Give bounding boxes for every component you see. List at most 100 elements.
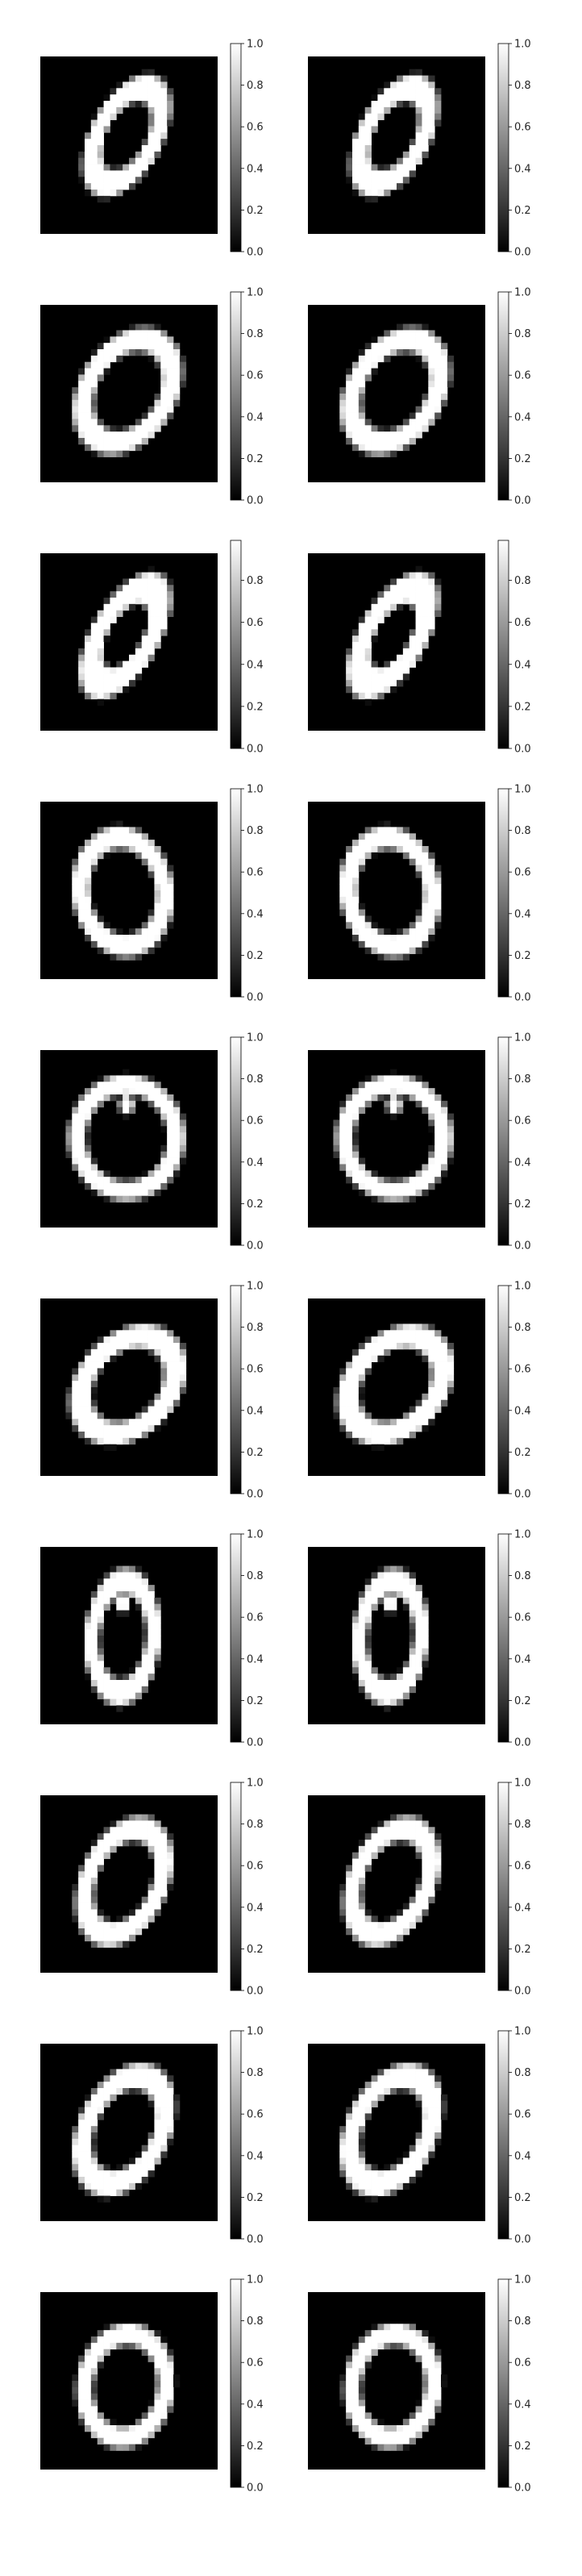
pixel-cell	[390, 1113, 397, 1120]
pixel-cell	[402, 648, 410, 656]
pixel-cell	[358, 444, 366, 452]
pixel-cell	[371, 2075, 378, 2082]
pixel-cell	[103, 438, 110, 445]
colorbar: 0.00.20.40.60.8	[497, 540, 531, 756]
pixel-cell	[352, 1399, 360, 1407]
pixel-cell	[154, 2361, 161, 2369]
pixel-cell	[371, 2324, 378, 2331]
pixel-cell	[85, 654, 92, 661]
pixel-cell	[402, 1094, 410, 1102]
pixel-cell	[384, 1348, 391, 1357]
pixel-cell	[364, 2082, 372, 2089]
pixel-cell	[364, 1636, 372, 1643]
pixel-cell	[409, 336, 416, 344]
pixel-cell	[116, 2177, 123, 2184]
pixel-cell	[78, 1381, 85, 1388]
pixel-cell	[358, 2425, 366, 2432]
pixel-cell	[85, 2138, 92, 2146]
pixel-cell	[415, 1082, 422, 1089]
pixel-cell	[422, 2088, 429, 2095]
pixel-cell	[352, 374, 360, 381]
pixel-cell	[352, 1157, 360, 1165]
pixel-cell	[110, 2425, 117, 2432]
pixel-cell	[103, 661, 110, 668]
pixel-cell	[90, 680, 98, 687]
pixel-cell	[434, 2381, 442, 2388]
pixel-cell	[148, 1903, 155, 1910]
pixel-cell	[179, 1132, 187, 1140]
pixel-cell	[371, 935, 378, 942]
pixel-cell	[154, 132, 161, 140]
colorbar-tick-label: 0.0	[247, 1986, 264, 1998]
pixel-cell	[167, 585, 174, 592]
pixel-cell	[346, 877, 353, 885]
pixel-cell	[97, 113, 104, 120]
pixel-cell	[409, 323, 416, 331]
pixel-cell	[72, 2399, 79, 2407]
pixel-cell	[428, 2113, 435, 2120]
pixel-cell	[103, 1195, 110, 1203]
pixel-cell	[110, 336, 117, 344]
pixel-cell	[110, 692, 117, 700]
pixel-cell	[441, 399, 448, 407]
pixel-cell	[409, 170, 416, 177]
pixel-cell	[422, 1629, 429, 1636]
pixel-cell	[397, 2182, 404, 2190]
pixel-cell	[148, 343, 155, 350]
pixel-cell	[422, 355, 429, 363]
pixel-cell	[352, 648, 360, 656]
pixel-cell	[364, 1852, 372, 1859]
pixel-cell	[377, 450, 385, 457]
pixel-cell	[160, 591, 168, 598]
pixel-cell	[434, 394, 442, 401]
pixel-cell	[160, 1858, 168, 1865]
pixel-cell	[160, 2107, 168, 2114]
pixel-cell	[346, 1419, 353, 1426]
pixel-cell	[377, 1330, 385, 1337]
pixel-cell	[167, 1884, 174, 1891]
pixel-cell	[384, 2189, 391, 2196]
pixel-cell	[78, 2107, 85, 2114]
pixel-cell	[409, 629, 416, 636]
pixel-cell	[409, 935, 416, 942]
pixel-cell	[110, 1674, 117, 1681]
pixel-cell	[384, 1591, 391, 1599]
pixel-cell	[103, 1444, 110, 1451]
pixel-cell	[390, 846, 397, 853]
pixel-cell	[154, 2126, 161, 2133]
pixel-cell	[97, 1915, 104, 1923]
pixel-cell	[85, 1387, 92, 1394]
colorbar-gradient	[497, 1285, 509, 1494]
pixel-cell	[90, 438, 98, 445]
pixel-cell	[422, 1623, 429, 1630]
pixel-cell	[167, 412, 174, 419]
pixel-cell	[339, 1412, 347, 1419]
pixel-cell	[358, 2374, 366, 2382]
pixel-cell	[167, 2126, 174, 2133]
pixel-cell	[352, 1890, 360, 1898]
pixel-cell	[371, 686, 378, 694]
pixel-cell	[97, 177, 104, 184]
pixel-cell	[154, 1840, 161, 1847]
pixel-cell	[148, 1814, 155, 1821]
pixel-cell	[97, 2336, 104, 2344]
colorbar-tick-label: 0.6	[514, 867, 531, 879]
pixel-cell	[110, 827, 117, 834]
pixel-cell	[72, 896, 79, 904]
pixel-cell	[103, 1170, 110, 1178]
pixel-cell	[422, 915, 429, 923]
pixel-cell	[141, 69, 148, 76]
pixel-cell	[339, 2151, 347, 2158]
pixel-cell	[441, 1100, 448, 1108]
pixel-cell	[72, 1381, 79, 1388]
pixel-cell	[123, 164, 130, 171]
pixel-cell	[384, 330, 391, 337]
pixel-cell	[85, 1355, 92, 1362]
pixel-cell	[141, 603, 148, 611]
pixel-cell	[97, 1183, 104, 1190]
colorbar-tick-label: 0.6	[247, 122, 264, 134]
pixel-cell	[422, 2386, 429, 2395]
pixel-cell	[339, 2138, 347, 2146]
pixel-cell	[72, 1412, 79, 1419]
pixel-cell	[397, 425, 404, 432]
